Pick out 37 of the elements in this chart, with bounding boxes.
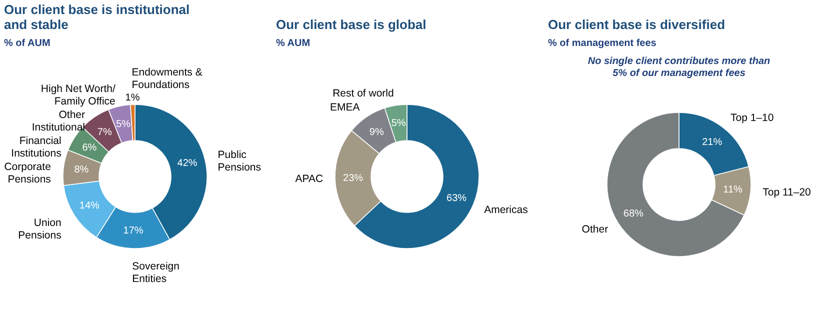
slice-label: Union Pensions <box>18 217 62 242</box>
data-label: 23% <box>343 173 364 184</box>
data-label: 1% <box>125 92 140 104</box>
slice-label: Rest of world <box>332 88 394 100</box>
data-label: 68% <box>623 208 644 220</box>
slice-label: Sovereign Entities <box>132 260 180 285</box>
slice-label: EMEA <box>330 102 360 114</box>
slice-label: Public Pensions <box>218 149 262 174</box>
data-label: 11% <box>723 184 742 196</box>
data-label: 63% <box>446 192 467 204</box>
slice-label: Endowments & Foundations <box>132 66 202 92</box>
data-label: 9% <box>369 126 384 138</box>
slice-label: High Net Worth/ Family Office <box>40 82 116 108</box>
data-label: 14% <box>79 200 100 212</box>
slice-label: APAC <box>295 173 324 186</box>
data-label: 7% <box>97 126 112 138</box>
slice-label: Top 11–20 <box>762 186 812 198</box>
chart-subtitle: % of AUM <box>4 38 50 49</box>
chart-subtitle: % of management fees <box>548 38 657 49</box>
data-label: 5% <box>391 118 406 130</box>
data-label: 6% <box>82 142 97 154</box>
data-label: 21% <box>702 136 722 148</box>
chart-title: Our client base is diversified <box>548 17 726 32</box>
data-label: 5% <box>116 118 131 130</box>
slice-label: Financial Institutions <box>11 134 62 160</box>
data-label: 42% <box>177 158 198 170</box>
slice-label: Other <box>582 224 609 236</box>
data-label: 17% <box>123 225 144 236</box>
data-label: 8% <box>74 164 89 176</box>
slice-label: Corporate Pensions <box>4 160 52 186</box>
chart-subtitle: % AUM <box>276 38 310 49</box>
slice-label: Other Institutional <box>32 108 86 134</box>
chart-title: Our client base is institutional and stable <box>4 2 190 32</box>
chart-title: Our client base is global <box>276 17 426 32</box>
slice-label: Americas <box>484 204 528 216</box>
slice-label: Top 1–10 <box>730 112 774 124</box>
text: No single client contributes more than 5% of our management fees <box>588 56 770 79</box>
